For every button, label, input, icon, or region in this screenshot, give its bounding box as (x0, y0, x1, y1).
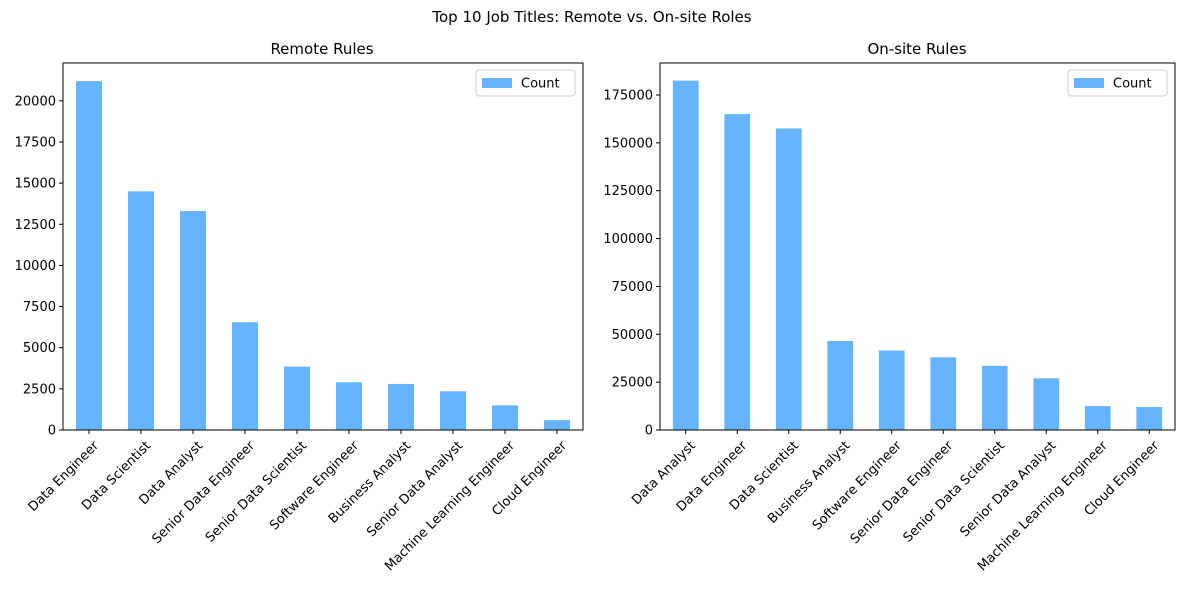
x-tick-label: Senior Data Engineer (149, 438, 258, 547)
bar-senior-data-analyst (1033, 378, 1060, 430)
legend-label-onsite: Count (1113, 77, 1152, 92)
x-tick-label: Senior Data Scientist (203, 438, 310, 545)
bar-data-scientist (128, 191, 154, 430)
y-tick-label: 2500 (23, 382, 56, 397)
y-tick-label: 75000 (612, 280, 653, 295)
x-tick-label: Software Engineer (810, 438, 905, 533)
x-tick-label: Senior Data Analyst (957, 438, 1059, 540)
legend-swatch-onsite (1074, 78, 1104, 88)
bar-senior-data-scientist (981, 365, 1008, 430)
y-tick-label: 100000 (603, 232, 653, 247)
y-tick-label: 0 (645, 424, 653, 439)
legend-box-onsite (1067, 69, 1168, 97)
bar-cloud-engineer (544, 420, 570, 430)
y-tick-label: 15000 (15, 177, 56, 192)
y-tick-label: 125000 (603, 184, 653, 199)
chart-title-remote: Remote Rules (270, 40, 373, 58)
figure-title: Top 10 Job Titles: Remote vs. On-site Ro… (431, 8, 751, 26)
bar-data-engineer (76, 81, 102, 430)
bar-software-engineer (336, 382, 362, 430)
bar-senior-data-analyst (440, 391, 466, 430)
bar-data-scientist (775, 128, 802, 430)
bars-onsite (672, 80, 1163, 430)
y-tick-label: 5000 (23, 341, 56, 356)
y-tick-label: 17500 (15, 135, 56, 150)
bars-remote (76, 81, 570, 430)
y-tick-label: 25000 (612, 376, 653, 391)
bar-data-analyst (672, 80, 699, 430)
legend-swatch-remote (482, 78, 512, 88)
plot-frame-onsite (659, 62, 1176, 431)
bar-machine-learning-engineer (1084, 406, 1111, 430)
bar-data-engineer (724, 114, 751, 430)
bar-senior-data-engineer (930, 357, 957, 430)
y-tick-label: 20000 (15, 94, 56, 109)
y-tick-label: 150000 (603, 136, 653, 151)
x-tick-label: Senior Data Analyst (364, 438, 466, 540)
chart-title-onsite: On-site Rules (867, 40, 966, 58)
y-tick-label: 12500 (15, 218, 56, 233)
legend-remote: Count (475, 69, 576, 97)
y-tick-label: 10000 (15, 259, 56, 274)
y-tick-label: 0 (48, 424, 56, 439)
bar-machine-learning-engineer (492, 405, 518, 430)
bar-cloud-engineer (1136, 407, 1163, 430)
y-tick-label: 50000 (612, 328, 653, 343)
bar-software-engineer (878, 350, 905, 430)
x-tick-label: Senior Data Engineer (848, 438, 957, 547)
x-tick-label: Software Engineer (267, 438, 362, 533)
bar-data-analyst (180, 211, 206, 430)
bar-business-analyst (388, 383, 414, 430)
plot-frame-remote (62, 62, 584, 431)
legend-box-remote (475, 69, 576, 97)
bar-senior-data-scientist (284, 366, 310, 430)
y-tick-label: 7500 (23, 300, 56, 315)
legend-label-remote: Count (521, 77, 560, 92)
bar-business-analyst (827, 340, 854, 430)
bar-senior-data-engineer (232, 322, 258, 430)
x-tick-label: Senior Data Scientist (901, 438, 1008, 545)
legend-onsite: Count (1067, 69, 1168, 97)
y-tick-label: 175000 (603, 88, 653, 103)
